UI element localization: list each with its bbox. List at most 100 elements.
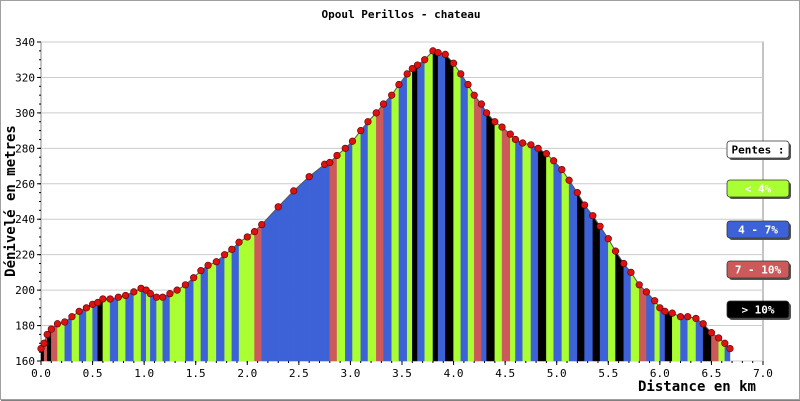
slope-band — [118, 295, 126, 362]
elevation-points — [37, 47, 734, 353]
elevation-point — [333, 151, 341, 160]
elevation-point — [707, 329, 716, 337]
elevation-point — [715, 334, 723, 342]
slope-band — [460, 73, 469, 362]
slope-band — [664, 311, 673, 362]
slope-band — [383, 94, 392, 362]
elevation-point — [408, 64, 416, 73]
slope-band — [200, 264, 209, 362]
slope-band — [398, 73, 408, 362]
legend-entry: > 10% — [726, 300, 791, 320]
elevation-point — [656, 304, 664, 312]
slope-band — [530, 144, 539, 362]
slope-band — [522, 142, 532, 362]
elevation-point — [53, 320, 62, 328]
elevation-point — [464, 80, 472, 89]
slope-band — [97, 298, 104, 362]
x-tick-label: 4.0 — [444, 367, 464, 380]
elevation-point — [243, 233, 251, 241]
elevation-point — [457, 70, 465, 78]
elevation-point — [589, 212, 597, 220]
elevation-point — [130, 288, 138, 296]
elevation-point — [106, 295, 114, 303]
slope-band — [352, 130, 361, 362]
slope-band — [92, 302, 98, 362]
elevation-point — [611, 247, 620, 255]
x-axis-label: Distance en km — [638, 379, 756, 395]
elevation-point — [121, 291, 130, 300]
legend-label: Pentes : — [732, 144, 785, 157]
slope-band — [467, 83, 475, 362]
elevation-point — [642, 288, 651, 296]
elevation-point — [661, 307, 669, 315]
elevation-point — [511, 135, 520, 144]
x-tick-label: 2.5 — [289, 367, 309, 380]
chart-title: Opoul Perillos - chateau — [322, 8, 481, 21]
slope-band — [150, 293, 157, 362]
elevation-point — [395, 80, 403, 89]
elevation-point — [348, 137, 357, 145]
y-tick-label: 180 — [15, 320, 35, 333]
legend-label: 7 - 10% — [735, 264, 782, 277]
elevation-point — [477, 100, 486, 108]
elevation-point — [449, 59, 458, 67]
slope-band — [481, 103, 487, 362]
elevation-point — [114, 293, 122, 301]
slope-band — [584, 204, 594, 362]
elevation-point — [305, 173, 313, 181]
elevation-point — [604, 235, 612, 243]
slope-band — [546, 153, 554, 362]
x-tick-label: 2.0 — [237, 367, 257, 380]
y-tick-label: 220 — [15, 249, 35, 262]
legend-swatch — [726, 140, 790, 159]
elevation-point — [527, 141, 535, 149]
slope-band — [515, 139, 523, 362]
slope-band — [308, 163, 325, 362]
slope-band — [568, 179, 578, 362]
elevation-point — [379, 100, 388, 108]
y-axis: 160 180 200 220 240 260 280 300 320 340 — [15, 36, 41, 368]
slope-band — [247, 231, 255, 362]
x-tick-label: 7.0 — [753, 367, 773, 380]
elevation-point — [250, 228, 259, 236]
slope-band — [615, 250, 624, 362]
slope-band — [336, 147, 346, 362]
legend-swatch — [726, 300, 790, 319]
slope-band — [376, 103, 384, 362]
slope-band — [494, 121, 503, 362]
y-tick-label: 160 — [15, 355, 35, 368]
slope-band — [146, 289, 151, 362]
slope-band — [510, 133, 516, 362]
slope-band — [345, 140, 353, 362]
slope-band — [261, 206, 279, 362]
x-tick-label: 0.5 — [83, 367, 103, 380]
slope-band — [207, 261, 217, 362]
elevation-point — [558, 166, 566, 174]
elevation-point — [498, 123, 506, 131]
elevation-point — [190, 274, 198, 282]
x-tick-label: 5.5 — [598, 367, 618, 380]
x-tick-label: 3.5 — [392, 367, 412, 380]
elevation-point — [197, 267, 205, 275]
slope-band — [672, 312, 681, 362]
legend-label: < 4% — [745, 183, 772, 196]
elevation-point — [413, 61, 422, 69]
x-tick-label: 6.0 — [650, 367, 670, 380]
slope-band — [293, 176, 310, 362]
elevation-point — [421, 56, 429, 64]
slope-band — [78, 307, 87, 362]
legend: Pentes : < 4% 4 - 7% 7 - 10% > 10% — [726, 140, 791, 320]
slope-band — [278, 190, 294, 362]
elevation-point — [565, 176, 573, 184]
legend-title: Pentes : — [726, 140, 791, 160]
slope-band — [324, 162, 330, 362]
slope-band — [86, 303, 93, 362]
elevation-line — [40, 50, 731, 349]
elevation-point — [166, 290, 174, 298]
slope-band — [474, 94, 482, 362]
elevation-point — [146, 290, 154, 298]
x-tick-label: 4.5 — [495, 367, 515, 380]
slope-band — [169, 289, 178, 362]
elevation-point — [75, 307, 83, 315]
